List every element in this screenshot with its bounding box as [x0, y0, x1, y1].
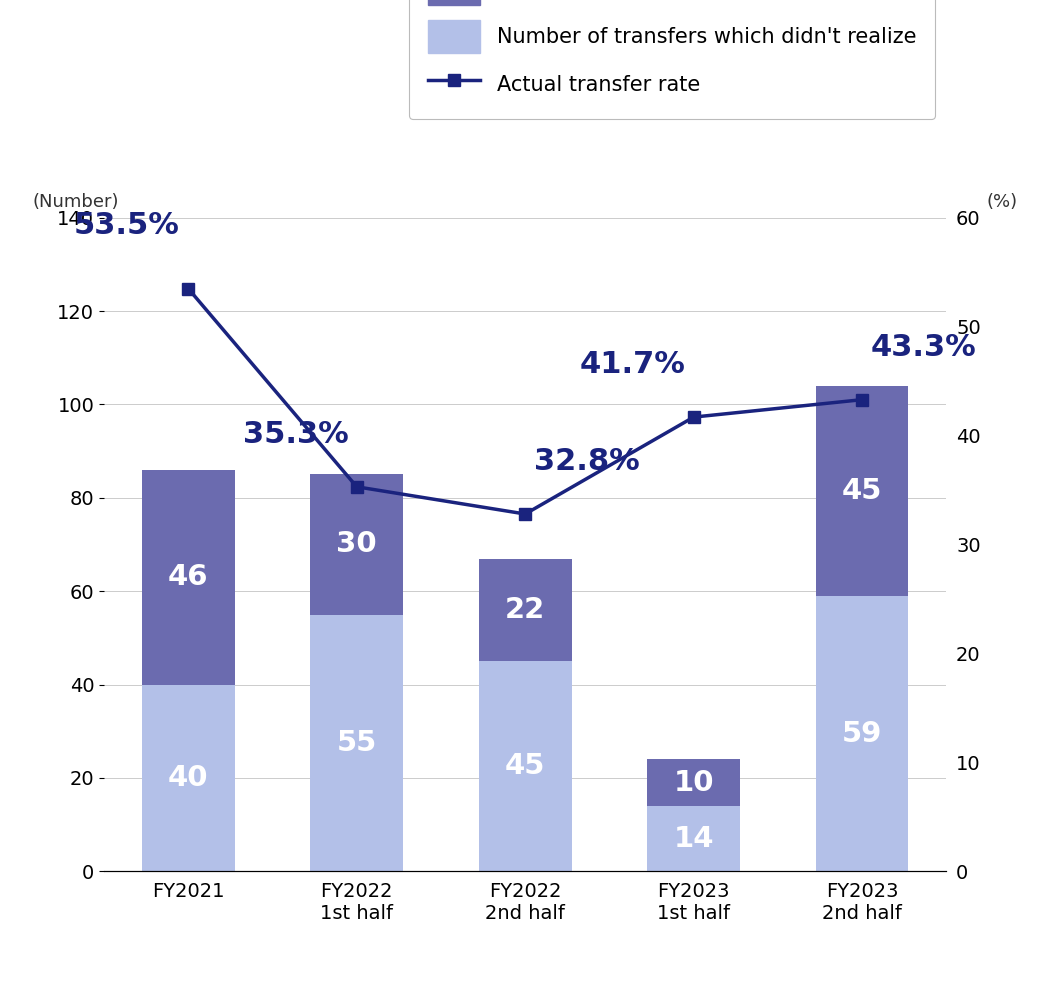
Bar [478, 661, 572, 871]
Bar [310, 615, 404, 871]
Bar [141, 684, 235, 871]
Text: (Number): (Number) [32, 193, 119, 211]
Text: 40: 40 [168, 764, 208, 792]
Legend: Number of actual transfers, Number of transfers which didn't realize, Actual tra: Number of actual transfers, Number of tr… [410, 0, 935, 119]
Text: (%): (%) [987, 193, 1018, 211]
Text: 22: 22 [505, 596, 545, 624]
Text: 41.7%: 41.7% [579, 350, 685, 379]
Text: 32.8%: 32.8% [534, 446, 640, 476]
Bar [141, 470, 235, 684]
Bar [815, 596, 909, 871]
Text: 10: 10 [674, 768, 713, 797]
Text: 35.3%: 35.3% [242, 420, 348, 448]
Bar [815, 386, 909, 596]
Bar [310, 474, 404, 615]
Text: 14: 14 [674, 825, 713, 852]
Bar [478, 558, 572, 661]
Text: 59: 59 [842, 720, 882, 747]
Text: 45: 45 [505, 752, 545, 780]
Text: 46: 46 [168, 563, 208, 591]
Text: 45: 45 [842, 477, 882, 505]
Text: 43.3%: 43.3% [870, 333, 977, 361]
Bar [647, 759, 740, 806]
Bar [647, 806, 740, 871]
Text: 30: 30 [336, 531, 378, 558]
Text: 53.5%: 53.5% [74, 211, 180, 240]
Text: 55: 55 [337, 729, 376, 756]
